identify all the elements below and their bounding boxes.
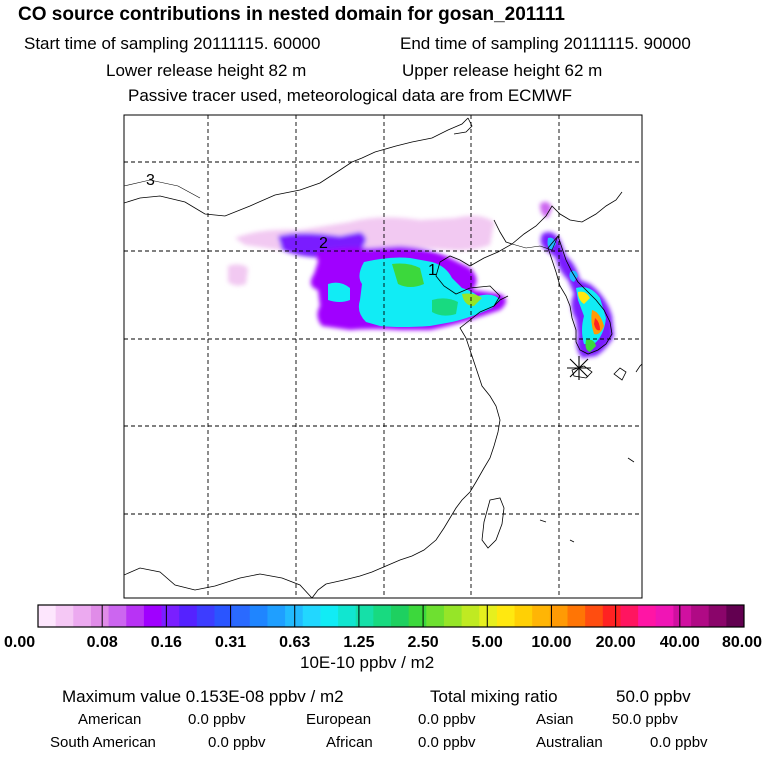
colorbar-border (37, 604, 745, 628)
colorbar-swatch (285, 605, 304, 627)
colorbar-swatch (214, 605, 233, 627)
map-label-1: 1 (428, 262, 437, 279)
colorbar-swatch (90, 605, 109, 627)
colorbar-swatch (638, 605, 657, 627)
colorbar-swatch (726, 605, 745, 627)
colorbar-swatch (549, 605, 568, 627)
colorbar-unit: 10E-10 ppbv / m2 (300, 653, 435, 672)
region-value-south-american: 0.0 ppbv (208, 734, 266, 751)
total-mixing-ratio-value: 50.0 ppbv (616, 687, 691, 706)
colorbar-swatch (426, 605, 445, 627)
colorbar-tick-label: 10.00 (531, 634, 571, 651)
colorbar-swatch (391, 605, 410, 627)
colorbar (37, 604, 745, 628)
total-mixing-ratio-label: Total mixing ratio (430, 687, 558, 706)
colorbar-swatch (126, 605, 145, 627)
colorbar-swatch (338, 605, 357, 627)
colorbar-tick-label: 80.00 (722, 634, 762, 651)
region-name-american: American (78, 711, 142, 728)
start-time-label: Start time of sampling 20111115. 60000 (24, 34, 321, 53)
region-name-asian: Asian (536, 711, 574, 728)
colorbar-tick-label: 40.00 (660, 634, 700, 651)
colorbar-swatch (567, 605, 586, 627)
region-value-european: 0.0 ppbv (418, 711, 476, 728)
colorbar-tick-labels: 0.00 0.08 0.16 0.31 0.63 1.25 2.50 5.00 10.00 20.… (4, 634, 762, 651)
colorbar-swatch (373, 605, 392, 627)
lower-release-height: Lower release height 82 m (106, 61, 307, 80)
colorbar-swatch (655, 605, 674, 627)
end-time-label: End time of sampling 20111115. 90000 (400, 34, 691, 53)
maximum-value: Maximum value 0.153E-08 ppbv / m2 (62, 687, 344, 706)
colorbar-swatch (585, 605, 604, 627)
lat-lon-grid (124, 115, 642, 598)
colorbar-swatch (443, 605, 462, 627)
colorbar-tick-label: 20.00 (596, 634, 636, 651)
colorbar-tick-label: 1.25 (343, 634, 374, 651)
region-name-european: European (306, 711, 372, 728)
colorbar-tick-label: 0.00 (4, 634, 35, 651)
map-frame (123, 114, 643, 599)
colorbar-tick-label: 0.31 (215, 634, 246, 651)
map-label-2: 2 (319, 235, 328, 252)
release-point-marker (567, 356, 591, 380)
colorbar-swatch (320, 605, 339, 627)
colorbar-swatch (355, 605, 374, 627)
chart-title: CO source contributions in nested domain… (18, 4, 565, 25)
colorbar-swatch (461, 605, 480, 627)
colorbar-swatch (38, 605, 57, 627)
colorbar-swatch (302, 605, 321, 627)
upper-release-height: Upper release height 62 m (402, 61, 603, 80)
colorbar-swatch (496, 605, 515, 627)
colorbar-tick-label: 5.00 (472, 634, 503, 651)
coastlines (124, 117, 642, 598)
colorbar-swatch (161, 605, 180, 627)
colorbar-swatch (479, 605, 498, 627)
colorbar-swatch (143, 605, 162, 627)
region-name-south-american: South American (50, 734, 156, 751)
colorbar-swatch (620, 605, 639, 627)
country-borders (124, 179, 559, 251)
colorbar-swatch (196, 605, 215, 627)
colorbar-swatch (708, 605, 727, 627)
region-value-asian: 50.0 ppbv (612, 711, 678, 728)
colorbar-swatch (55, 605, 74, 627)
colorbar-swatch (249, 605, 268, 627)
colorbar-swatch (532, 605, 551, 627)
colorbar-tick-label: 0.16 (151, 634, 182, 651)
region-value-australian: 0.0 ppbv (650, 734, 708, 751)
tracer-info: Passive tracer used, meteorological data… (128, 86, 573, 105)
region-name-african: African (326, 734, 373, 751)
colorbar-swatch (514, 605, 533, 627)
region-name-australian: Australian (536, 734, 603, 751)
colorbar-swatch (232, 605, 251, 627)
region-value-african: 0.0 ppbv (418, 734, 476, 751)
colorbar-swatch (673, 605, 692, 627)
colorbar-swatch (267, 605, 286, 627)
colorbar-swatch (108, 605, 127, 627)
colorbar-swatch (602, 605, 621, 627)
colorbar-swatch (73, 605, 92, 627)
colorbar-swatch (408, 605, 427, 627)
map-area: 1 2 3 (124, 115, 642, 598)
map-label-3: 3 (146, 172, 155, 189)
colorbar-tick-label: 2.50 (408, 634, 439, 651)
colorbar-swatch (691, 605, 710, 627)
region-value-american: 0.0 ppbv (188, 711, 246, 728)
colorbar-tick-label: 0.63 (279, 634, 310, 651)
colorbar-tick-label: 0.08 (87, 634, 118, 651)
colorbar-swatch (179, 605, 198, 627)
